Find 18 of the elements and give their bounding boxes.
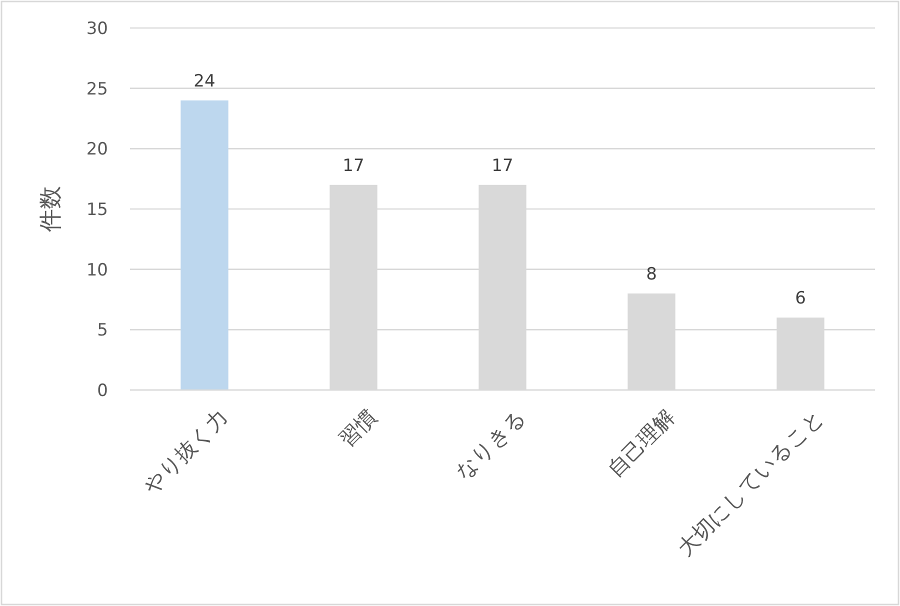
data-label: 24 bbox=[194, 71, 216, 92]
bar bbox=[180, 100, 228, 390]
x-tick-label: やり抜く力 bbox=[139, 404, 232, 498]
y-tick-label: 20 bbox=[86, 140, 108, 160]
y-tick-label: 25 bbox=[86, 79, 108, 100]
data-label: 17 bbox=[342, 156, 364, 176]
x-tick-label: 自己理解 bbox=[603, 404, 680, 482]
data-label: 6 bbox=[795, 288, 806, 309]
x-tick-label: 習慣 bbox=[334, 404, 382, 452]
y-tick-label: 15 bbox=[86, 200, 108, 220]
y-tick-label: 10 bbox=[86, 260, 108, 280]
y-tick-label: 0 bbox=[97, 380, 108, 401]
y-axis-title: 件数 bbox=[38, 186, 64, 232]
data-label: 17 bbox=[492, 156, 514, 176]
y-tick-label: 30 bbox=[86, 18, 108, 39]
y-tick-label: 5 bbox=[97, 320, 108, 341]
data-label: 8 bbox=[646, 264, 657, 284]
x-tick-label: なりきる bbox=[451, 404, 530, 484]
